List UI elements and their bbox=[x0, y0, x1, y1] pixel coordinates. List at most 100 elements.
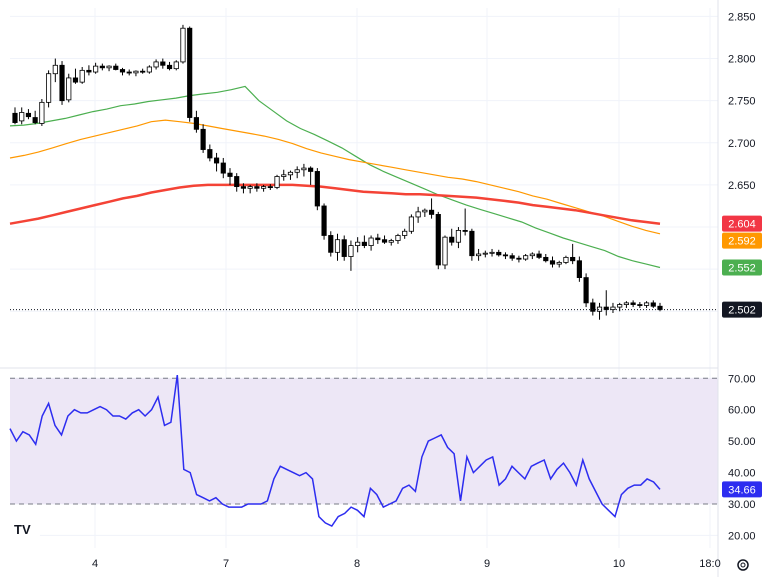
candle-body bbox=[234, 176, 240, 188]
candle-body bbox=[415, 211, 421, 218]
candle bbox=[415, 206, 421, 223]
candle-body bbox=[247, 186, 253, 189]
candle bbox=[583, 273, 589, 308]
candle bbox=[570, 243, 576, 265]
value-badge: 34.66 bbox=[722, 481, 762, 498]
candle-body bbox=[227, 172, 233, 177]
candle-body bbox=[496, 251, 502, 256]
candle-body bbox=[643, 302, 650, 306]
candle bbox=[166, 61, 173, 71]
candle-body bbox=[86, 69, 92, 73]
price-tick-label: 2.700 bbox=[728, 138, 756, 150]
candle bbox=[59, 61, 65, 105]
candle bbox=[126, 69, 132, 76]
candle-body bbox=[93, 65, 99, 73]
candle-body bbox=[160, 61, 166, 66]
x-axis: 4 7 8 9 10 18:0 bbox=[92, 558, 721, 570]
ma-line-2 bbox=[9, 183, 661, 225]
candle-body bbox=[455, 230, 462, 243]
candle-body bbox=[637, 304, 643, 306]
candle bbox=[180, 24, 186, 64]
rsi-band bbox=[10, 377, 718, 505]
candle-body bbox=[308, 167, 314, 172]
candle bbox=[381, 235, 388, 244]
candle-body bbox=[402, 230, 408, 236]
value-badge-bg bbox=[722, 301, 762, 318]
candle bbox=[113, 63, 119, 71]
x-tick-label: 7 bbox=[223, 558, 229, 570]
candle-body bbox=[119, 69, 126, 73]
candle-body bbox=[281, 174, 287, 177]
value-badge-text: 2.502 bbox=[728, 305, 756, 317]
candle-body bbox=[388, 240, 394, 243]
value-labels: 2.604 2.592 2.552 2.502 34.66 bbox=[10, 215, 762, 498]
candle bbox=[39, 98, 45, 126]
candle bbox=[428, 198, 435, 219]
x-tick-label: 18:0 bbox=[699, 558, 720, 570]
candle-body bbox=[106, 65, 112, 69]
candle-body bbox=[462, 230, 468, 232]
candle-body bbox=[476, 253, 482, 257]
candle bbox=[543, 254, 549, 263]
candle-body bbox=[428, 209, 435, 215]
logo-text: TV bbox=[14, 522, 31, 537]
candle bbox=[46, 70, 52, 108]
candle-body bbox=[509, 255, 515, 259]
candle-body bbox=[529, 253, 535, 257]
candle-body bbox=[133, 70, 139, 74]
candle bbox=[220, 157, 226, 179]
candle bbox=[79, 66, 85, 84]
candle-body bbox=[469, 230, 475, 257]
candle bbox=[328, 231, 334, 257]
candle-body bbox=[657, 305, 663, 311]
candle-body bbox=[502, 254, 509, 257]
candle bbox=[227, 168, 233, 185]
candle bbox=[274, 174, 280, 190]
candle bbox=[308, 166, 314, 185]
candle bbox=[455, 227, 462, 249]
candle bbox=[146, 65, 152, 74]
candle-body bbox=[261, 186, 267, 189]
candle-body bbox=[59, 64, 65, 102]
candle-body bbox=[25, 112, 32, 118]
candle bbox=[355, 237, 361, 253]
candle-body bbox=[556, 262, 562, 265]
candle bbox=[200, 124, 206, 153]
candle-body bbox=[126, 71, 132, 74]
candle-body bbox=[334, 239, 341, 253]
x-tick-label: 9 bbox=[484, 558, 490, 570]
candle-body bbox=[187, 27, 193, 118]
candle-body bbox=[240, 186, 247, 189]
candle-body bbox=[321, 205, 327, 236]
settings-gear-icon[interactable] bbox=[737, 559, 749, 571]
candle-body bbox=[207, 149, 213, 159]
candle-body bbox=[489, 251, 495, 254]
candle-body bbox=[563, 256, 569, 263]
candle bbox=[52, 58, 58, 83]
candle-body bbox=[19, 112, 25, 122]
candle bbox=[643, 301, 650, 308]
candle bbox=[590, 298, 596, 316]
rsi-tick-label: 30.00 bbox=[728, 499, 756, 511]
candle bbox=[140, 68, 146, 74]
candle bbox=[523, 254, 529, 261]
candle bbox=[119, 67, 126, 76]
rsi-polyline bbox=[9, 374, 661, 527]
candle-body bbox=[368, 237, 374, 246]
value-badge: 2.604 bbox=[722, 215, 762, 232]
candle-body bbox=[254, 186, 260, 189]
candle-body bbox=[650, 302, 656, 307]
candle-body bbox=[274, 176, 280, 188]
value-badge-text: 2.604 bbox=[728, 219, 756, 231]
candle-body bbox=[523, 255, 529, 260]
moving-averages bbox=[9, 85, 661, 269]
candle bbox=[368, 235, 374, 251]
candle bbox=[66, 73, 72, 103]
candle bbox=[476, 248, 482, 261]
candle bbox=[173, 60, 179, 71]
candle bbox=[93, 62, 99, 74]
candle-body bbox=[395, 235, 401, 241]
candle-body bbox=[52, 64, 58, 75]
candle-body bbox=[623, 302, 629, 305]
